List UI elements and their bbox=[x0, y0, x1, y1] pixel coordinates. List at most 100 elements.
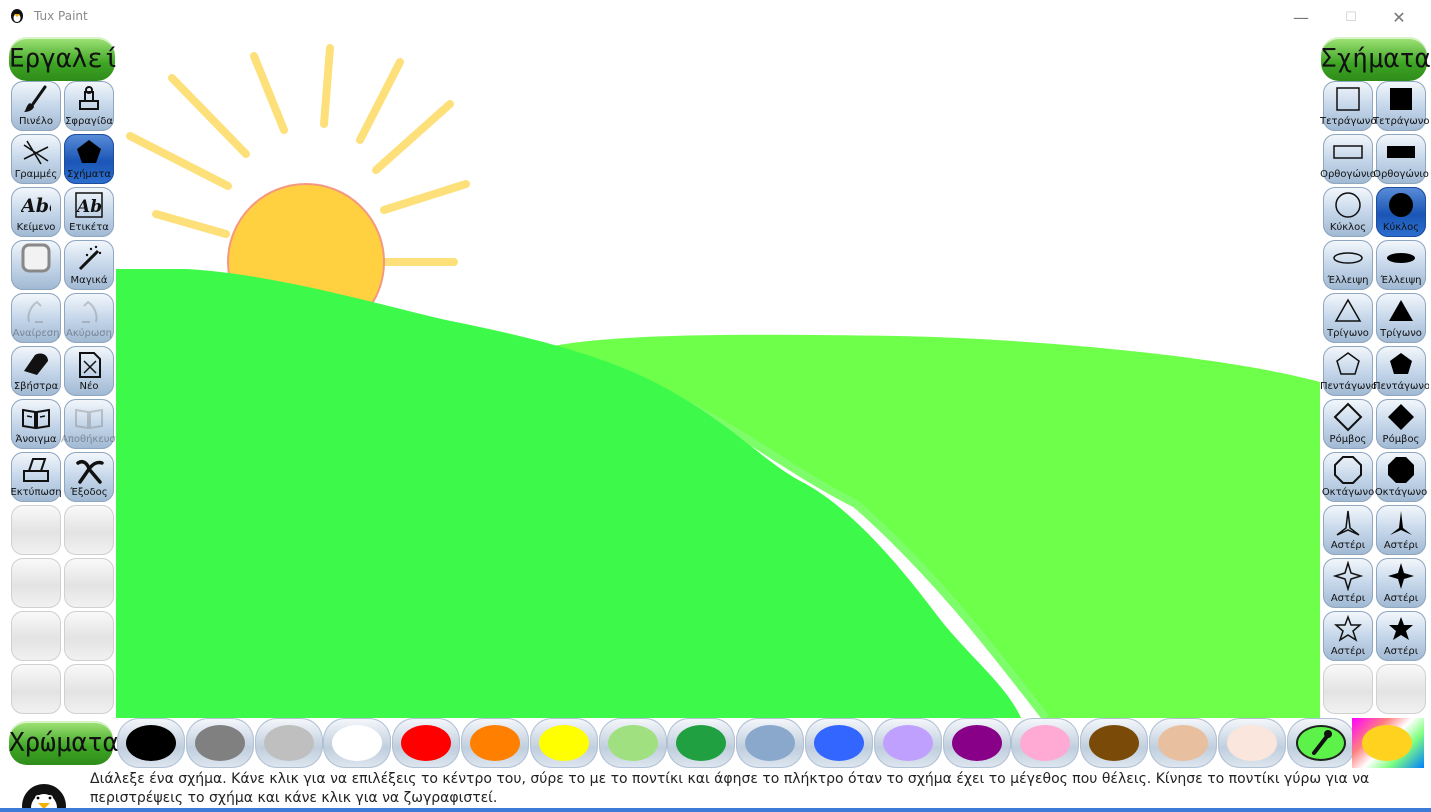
undo-icon bbox=[27, 300, 43, 323]
tool-button[interactable]: Πινέλο bbox=[10, 80, 62, 132]
tool-button[interactable]: Σβήστρα bbox=[10, 345, 62, 397]
tool-button[interactable]: Ακύρωση bbox=[63, 292, 115, 344]
color-palette-icon[interactable] bbox=[1352, 718, 1424, 768]
shape-button[interactable]: Οκτάγωνο bbox=[1322, 451, 1374, 503]
print-icon bbox=[23, 458, 49, 482]
color-swatch[interactable] bbox=[873, 718, 942, 768]
drawing-canvas[interactable] bbox=[116, 34, 1320, 718]
shape-button[interactable]: Κύκλος bbox=[1375, 186, 1427, 238]
color-swatch[interactable] bbox=[1011, 718, 1080, 768]
octagon-outline-icon bbox=[1334, 456, 1362, 484]
green-hill bbox=[116, 269, 1021, 718]
tool-button[interactable]: Σχήματα bbox=[63, 133, 115, 185]
shape-button[interactable]: Ορθογώνιο bbox=[1373, 133, 1429, 185]
shape-label: Αστέρι bbox=[1330, 540, 1366, 551]
color-swatch[interactable] bbox=[254, 718, 323, 768]
shape-button[interactable]: Έλλειψη bbox=[1322, 239, 1374, 291]
color-picker-button[interactable] bbox=[1286, 718, 1355, 768]
tool-button[interactable] bbox=[10, 239, 62, 291]
tool-button[interactable]: Γραμμές bbox=[10, 133, 62, 185]
shape-label: Τετράγωνο bbox=[1320, 116, 1376, 127]
color-swatch[interactable] bbox=[1080, 718, 1149, 768]
tool-button[interactable]: Αποθήκευση bbox=[61, 398, 117, 450]
color-swatch[interactable] bbox=[667, 718, 736, 768]
tool-button[interactable]: Abc Κείμενο bbox=[10, 186, 62, 238]
shape-button[interactable]: Τετράγωνο bbox=[1320, 80, 1376, 132]
tool-button[interactable]: Έξοδος bbox=[63, 451, 115, 503]
button-face bbox=[1323, 664, 1373, 714]
button-face bbox=[1323, 187, 1373, 237]
color-swatch[interactable] bbox=[323, 718, 392, 768]
shape-button[interactable]: Αστέρι bbox=[1322, 504, 1374, 556]
button-face bbox=[1323, 611, 1373, 661]
empty-slot bbox=[63, 557, 115, 609]
color-swatch[interactable] bbox=[529, 718, 598, 768]
shape-button[interactable]: Ρόμβος bbox=[1375, 398, 1427, 450]
shape-button[interactable]: Αστέρι bbox=[1322, 557, 1374, 609]
stamp-icon bbox=[79, 86, 99, 110]
color-dot bbox=[470, 725, 520, 761]
color-swatch[interactable] bbox=[1217, 718, 1286, 768]
maximize-button[interactable]: ☐ bbox=[1345, 10, 1357, 25]
status-message: Διάλεξε ένα σχήμα. Κάνε κλικ για να επιλ… bbox=[90, 771, 1370, 806]
button-face bbox=[1323, 399, 1373, 449]
color-swatch[interactable] bbox=[942, 718, 1011, 768]
color-dot bbox=[401, 725, 452, 761]
button-face bbox=[1323, 134, 1373, 184]
shape-button[interactable]: Αστέρι bbox=[1375, 557, 1427, 609]
color-dot bbox=[1089, 725, 1140, 761]
empty-slot bbox=[1375, 663, 1427, 715]
color-swatch[interactable] bbox=[1149, 718, 1217, 768]
shape-button[interactable]: Ορθογώνιο bbox=[1320, 133, 1376, 185]
empty-slot bbox=[63, 504, 115, 556]
sun-drawing bbox=[126, 44, 470, 266]
shape-button[interactable]: Τετράγωνο bbox=[1373, 80, 1429, 132]
shape-button[interactable]: Τρίγωνο bbox=[1322, 292, 1374, 344]
color-swatch[interactable] bbox=[461, 718, 529, 768]
tool-button[interactable]: Αναίρεση bbox=[10, 292, 62, 344]
empty-slot bbox=[1322, 663, 1374, 715]
tool-button[interactable]: Νέο bbox=[63, 345, 115, 397]
color-swatch[interactable] bbox=[736, 718, 805, 768]
tool-button[interactable]: Άνοιγμα bbox=[10, 398, 62, 450]
button-face bbox=[11, 134, 61, 184]
shape-button[interactable]: Αστέρι bbox=[1322, 610, 1374, 662]
button-face bbox=[1323, 81, 1373, 131]
tool-label: Έξοδος bbox=[70, 487, 108, 498]
star3-filled-icon bbox=[1390, 511, 1412, 535]
shape-button[interactable]: Τρίγωνο bbox=[1375, 292, 1427, 344]
shape-label: Έλλειψη bbox=[1327, 275, 1369, 286]
shape-button[interactable]: Πεντάγωνο bbox=[1373, 345, 1429, 397]
color-swatch[interactable] bbox=[392, 718, 461, 768]
color-dot bbox=[814, 725, 864, 761]
color-bar: Χρώματα bbox=[0, 718, 1431, 768]
empty-slot bbox=[10, 504, 62, 556]
shape-button[interactable]: Ρόμβος bbox=[1322, 398, 1374, 450]
color-swatch[interactable] bbox=[117, 718, 185, 768]
close-button[interactable]: ✕ bbox=[1392, 8, 1406, 27]
shape-button[interactable]: Οκτάγωνο bbox=[1375, 451, 1427, 503]
canvas-drawing bbox=[116, 44, 1320, 718]
button-face bbox=[64, 558, 114, 608]
star3-outline-icon bbox=[1336, 510, 1360, 536]
color-swatch[interactable] bbox=[598, 718, 667, 768]
circle-outline-icon bbox=[1335, 192, 1361, 218]
shape-button[interactable]: Αστέρι bbox=[1375, 610, 1427, 662]
tool-button[interactable]: Εκτύπωση bbox=[10, 451, 62, 503]
shape-button[interactable]: Κύκλος bbox=[1322, 186, 1374, 238]
redo-icon bbox=[82, 300, 98, 323]
minimize-button[interactable]: — bbox=[1293, 8, 1309, 27]
tool-button[interactable]: Μαγικά bbox=[63, 239, 115, 291]
color-swatch[interactable] bbox=[805, 718, 873, 768]
shape-button[interactable]: Πεντάγωνο bbox=[1320, 345, 1376, 397]
tool-button[interactable]: Ab Ετικέτα bbox=[63, 186, 115, 238]
color-swatch[interactable] bbox=[185, 718, 254, 768]
tool-label: Αναίρεση bbox=[12, 328, 60, 339]
window-title: Tux Paint bbox=[34, 9, 88, 23]
shape-button[interactable]: Έλλειψη bbox=[1375, 239, 1427, 291]
tool-label: Ετικέτα bbox=[69, 222, 109, 233]
shape-button[interactable]: Αστέρι bbox=[1375, 504, 1427, 556]
tool-button[interactable]: Σφραγίδα bbox=[63, 80, 115, 132]
shapes-icon bbox=[77, 140, 101, 163]
tool-label: Κείμενο bbox=[16, 222, 56, 233]
